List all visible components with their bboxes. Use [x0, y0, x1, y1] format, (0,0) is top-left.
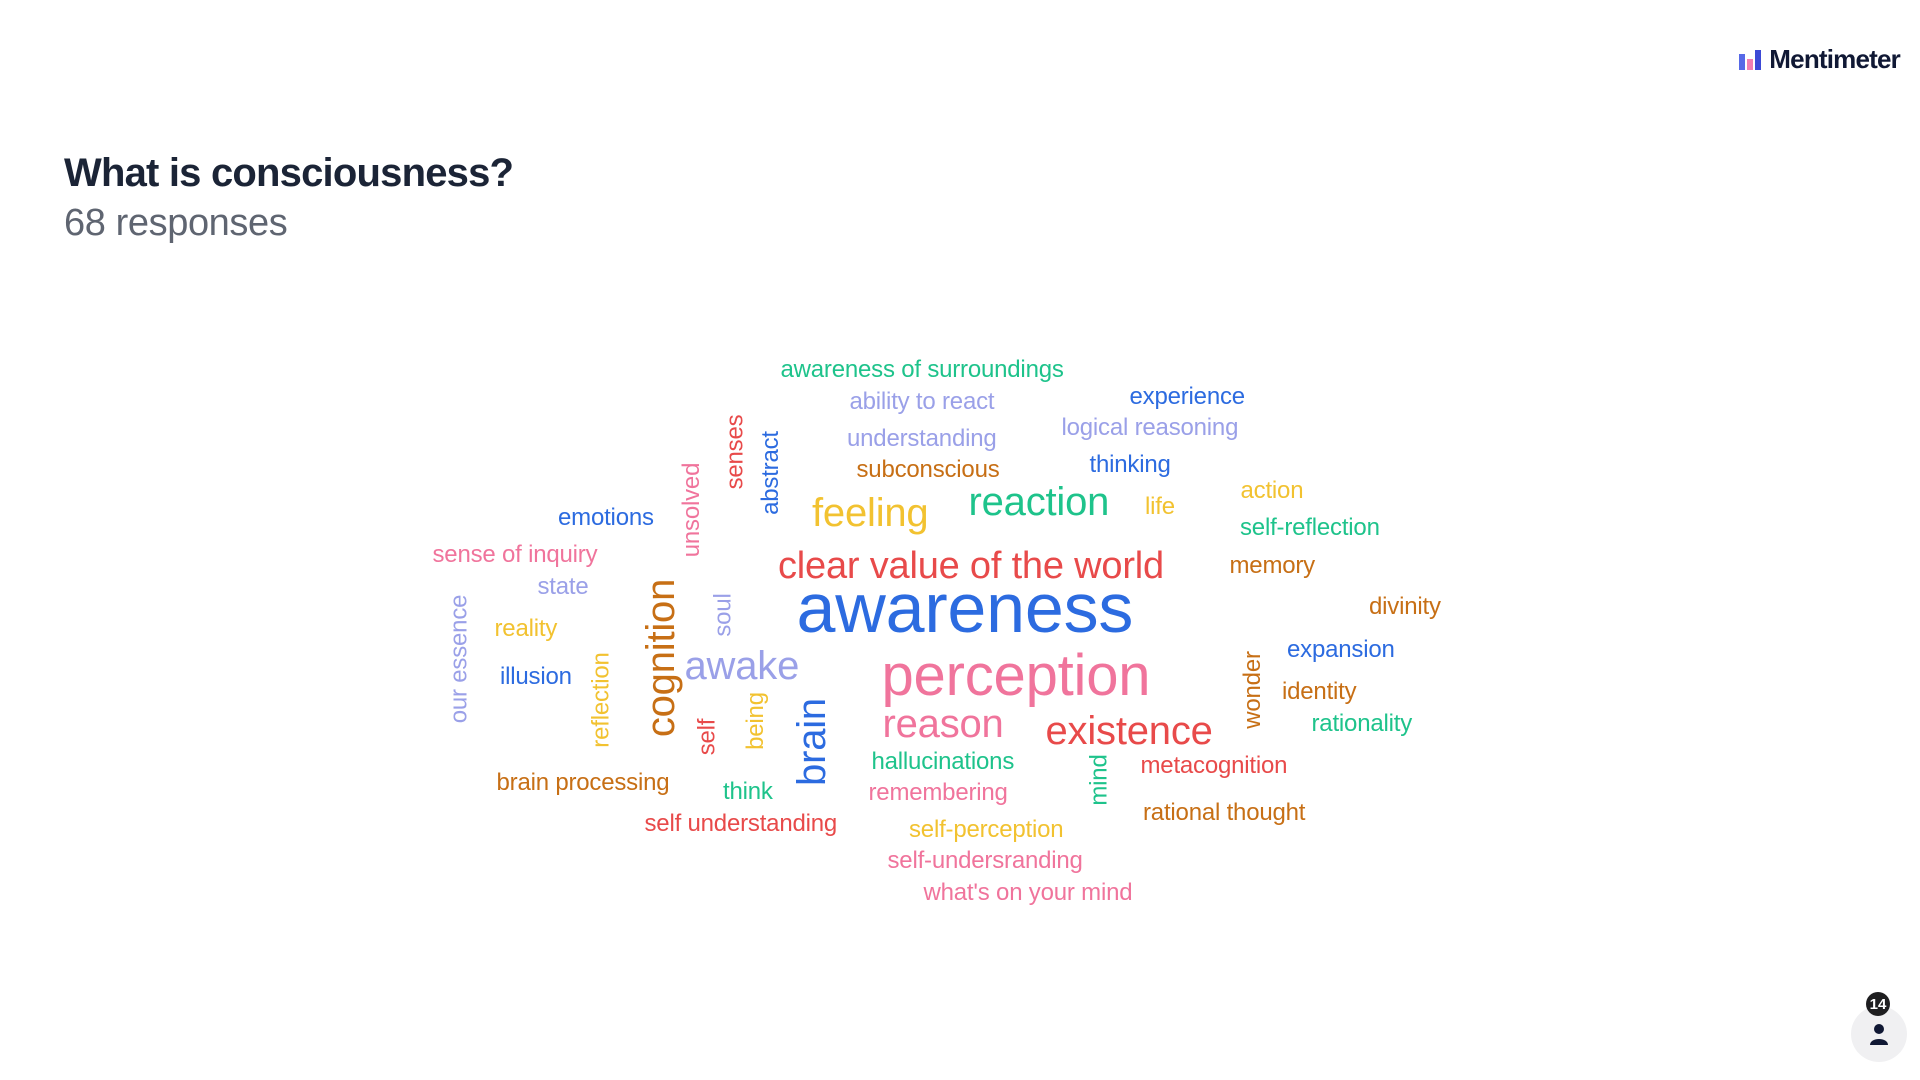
cloud-word: memory [1229, 552, 1316, 579]
cloud-word: brain processing [496, 769, 670, 796]
cloud-word: perception [881, 643, 1151, 708]
cloud-word: clear value of the world [778, 545, 1164, 587]
cloud-word: logical reasoning [1061, 414, 1239, 441]
cloud-word: existence [1045, 709, 1213, 753]
cloud-word: reality [494, 615, 558, 642]
cloud-word: reaction [968, 480, 1110, 524]
cloud-word: metacognition [1140, 752, 1288, 779]
cloud-word: what's on your mind [923, 879, 1133, 906]
cloud-word: state [537, 573, 589, 600]
cloud-word: awareness of surroundings [780, 356, 1064, 383]
cloud-word: self understanding [644, 810, 838, 837]
cloud-word: ability to react [849, 388, 995, 415]
cloud-word: divinity [1369, 593, 1441, 620]
person-icon [1870, 1024, 1888, 1045]
cloud-word: brain [789, 698, 834, 786]
cloud-word: self-reflection [1240, 514, 1380, 541]
cloud-word: identity [1282, 678, 1357, 705]
cloud-word: reflection [587, 652, 615, 748]
cloud-word: being [741, 692, 769, 750]
cloud-word: rationality [1311, 710, 1413, 737]
cloud-word: cognition [639, 578, 684, 738]
participant-count-badge: 14 [1866, 992, 1890, 1016]
cloud-word: soul [709, 593, 737, 637]
cloud-word: action [1240, 477, 1304, 504]
mentimeter-logo: Mentimeter [1739, 44, 1901, 75]
cloud-word: awareness [796, 569, 1134, 647]
cloud-word: unsolved [678, 462, 706, 558]
brand-name: Mentimeter [1769, 44, 1901, 74]
cloud-word: think [723, 778, 773, 805]
cloud-word: senses [720, 414, 748, 490]
response-count: 68 responses [64, 202, 288, 244]
cloud-word: expansion [1287, 636, 1395, 663]
cloud-word: sense of inquiry [432, 541, 598, 568]
cloud-word: illusion [500, 663, 572, 690]
mentimeter-logo-icon [1739, 49, 1762, 70]
cloud-word: self-undersranding [887, 847, 1083, 874]
question-title: What is consciousness? [64, 151, 514, 195]
cloud-word: mind [1085, 754, 1113, 806]
cloud-word: rational thought [1143, 799, 1306, 826]
cloud-word: remembering [868, 779, 1008, 806]
cloud-word: self [692, 718, 720, 756]
cloud-word: thinking [1089, 451, 1171, 478]
cloud-word: life [1145, 493, 1175, 520]
cloud-word: emotions [558, 504, 654, 531]
cloud-word: understanding [847, 425, 997, 452]
cloud-word: feeling [812, 491, 929, 535]
cloud-word: reason [882, 702, 1004, 746]
question-header: What is consciousness? 68 responses [64, 150, 514, 246]
cloud-word: our essence [444, 594, 472, 724]
cloud-word: hallucinations [871, 748, 1015, 775]
cloud-word: subconscious [856, 456, 1000, 483]
cloud-word: awake [684, 644, 800, 688]
cloud-word: wonder [1238, 651, 1266, 729]
cloud-word: abstract [756, 431, 784, 515]
cloud-word: experience [1129, 383, 1246, 410]
cloud-word: self-perception [909, 816, 1064, 843]
